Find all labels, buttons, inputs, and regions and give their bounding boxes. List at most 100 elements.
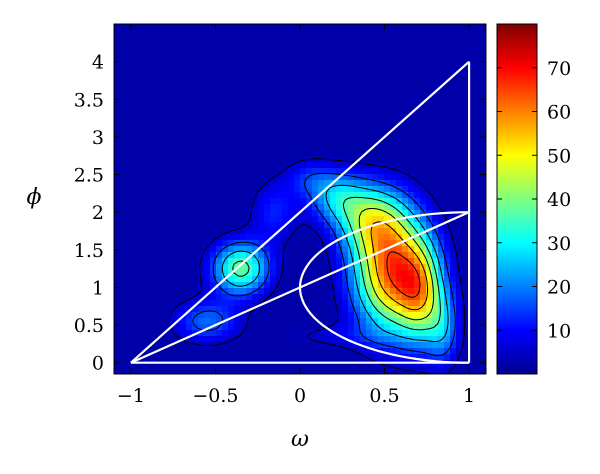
heat-cell xyxy=(372,204,379,211)
heat-cell xyxy=(402,282,409,289)
heat-cell xyxy=(372,306,379,313)
heat-cell xyxy=(252,210,259,217)
heat-cell xyxy=(372,324,379,331)
heat-cell xyxy=(252,234,259,241)
heat-cell xyxy=(366,204,373,211)
heat-cell xyxy=(366,354,373,361)
heat-cell xyxy=(324,276,331,283)
heat-cell xyxy=(240,318,247,325)
heat-cell xyxy=(234,276,241,283)
heat-cell xyxy=(450,342,457,349)
heat-cell xyxy=(264,198,271,205)
heat-cell xyxy=(312,336,319,343)
heat-cell xyxy=(450,264,457,271)
heat-cell xyxy=(438,330,445,337)
heat-cell xyxy=(222,228,229,235)
heat-cell xyxy=(324,258,331,265)
heat-cell xyxy=(438,282,445,289)
heat-cell xyxy=(408,192,415,199)
heat-cell xyxy=(444,222,451,229)
heat-cell xyxy=(288,168,295,175)
heat-cell xyxy=(378,318,385,325)
heat-cell xyxy=(378,270,385,277)
heat-cell xyxy=(378,336,385,343)
heat-cell xyxy=(414,372,421,374)
heat-cell xyxy=(462,288,469,295)
heat-cell xyxy=(414,264,421,271)
heat-cell xyxy=(384,252,391,259)
heat-cell xyxy=(252,282,259,289)
heat-cell xyxy=(264,222,271,229)
heat-cell xyxy=(360,168,367,175)
heat-cell xyxy=(408,342,415,349)
heat-cell xyxy=(414,240,421,247)
heat-cell xyxy=(366,348,373,355)
heat-cell xyxy=(432,330,439,337)
heat-cell xyxy=(456,252,463,259)
heat-cell xyxy=(408,330,415,337)
heat-cell xyxy=(456,342,463,349)
heat-cell xyxy=(300,216,307,223)
heat-cell xyxy=(318,228,325,235)
heat-cell xyxy=(330,276,337,283)
heat-cell xyxy=(324,204,331,211)
heat-cell xyxy=(192,318,199,325)
heat-cell xyxy=(234,234,241,241)
heat-cell xyxy=(396,348,403,355)
heat-cell xyxy=(420,348,427,355)
heat-cell xyxy=(246,270,253,277)
heat-cell xyxy=(378,288,385,295)
heat-cell xyxy=(420,246,427,253)
heat-cell xyxy=(222,330,229,337)
heat-cell xyxy=(372,330,379,337)
heat-cell xyxy=(432,222,439,229)
heat-cell xyxy=(216,276,223,283)
heat-cell xyxy=(288,204,295,211)
heat-cell xyxy=(234,246,241,253)
heat-cell xyxy=(360,180,367,187)
heat-cell xyxy=(420,210,427,217)
heat-cell xyxy=(300,210,307,217)
heat-cell xyxy=(438,234,445,241)
heat-cell xyxy=(462,324,469,331)
heat-cell xyxy=(318,180,325,187)
colorbar-ticks: 10 20 30 40 50 60 70 xyxy=(497,58,571,342)
heat-cell xyxy=(306,180,313,187)
heat-cell xyxy=(324,240,331,247)
heat-cell xyxy=(234,270,241,277)
heat-cell xyxy=(348,168,355,175)
heat-cell xyxy=(378,222,385,229)
heat-cell xyxy=(228,252,235,259)
heat-cell xyxy=(342,294,349,301)
heat-cell xyxy=(426,336,433,343)
heat-cell xyxy=(420,300,427,307)
heat-cell xyxy=(402,210,409,217)
heat-cell xyxy=(276,282,283,289)
heat-cell xyxy=(420,288,427,295)
heat-cell xyxy=(258,234,265,241)
heat-cell xyxy=(312,198,319,205)
heat-cell xyxy=(258,204,265,211)
heat-cell xyxy=(360,246,367,253)
heat-cell xyxy=(300,156,307,163)
heat-cell xyxy=(234,336,241,343)
heat-cell xyxy=(372,180,379,187)
heat-cell xyxy=(318,168,325,175)
heat-cell xyxy=(372,168,379,175)
heat-cell xyxy=(276,240,283,247)
heat-cell xyxy=(444,336,451,343)
heat-cell xyxy=(312,162,319,169)
heat-cell xyxy=(426,198,433,205)
heat-cell xyxy=(336,312,343,319)
heat-cell xyxy=(198,276,205,283)
heat-cell xyxy=(252,240,259,247)
heat-cell xyxy=(312,192,319,199)
heat-cell xyxy=(396,258,403,265)
heat-cell xyxy=(276,174,283,181)
overlay-line xyxy=(130,60,470,364)
heat-cell xyxy=(264,288,271,295)
heat-cell xyxy=(312,234,319,241)
heat-cell xyxy=(462,336,469,343)
heat-cell xyxy=(282,162,289,169)
heat-cell xyxy=(276,210,283,217)
